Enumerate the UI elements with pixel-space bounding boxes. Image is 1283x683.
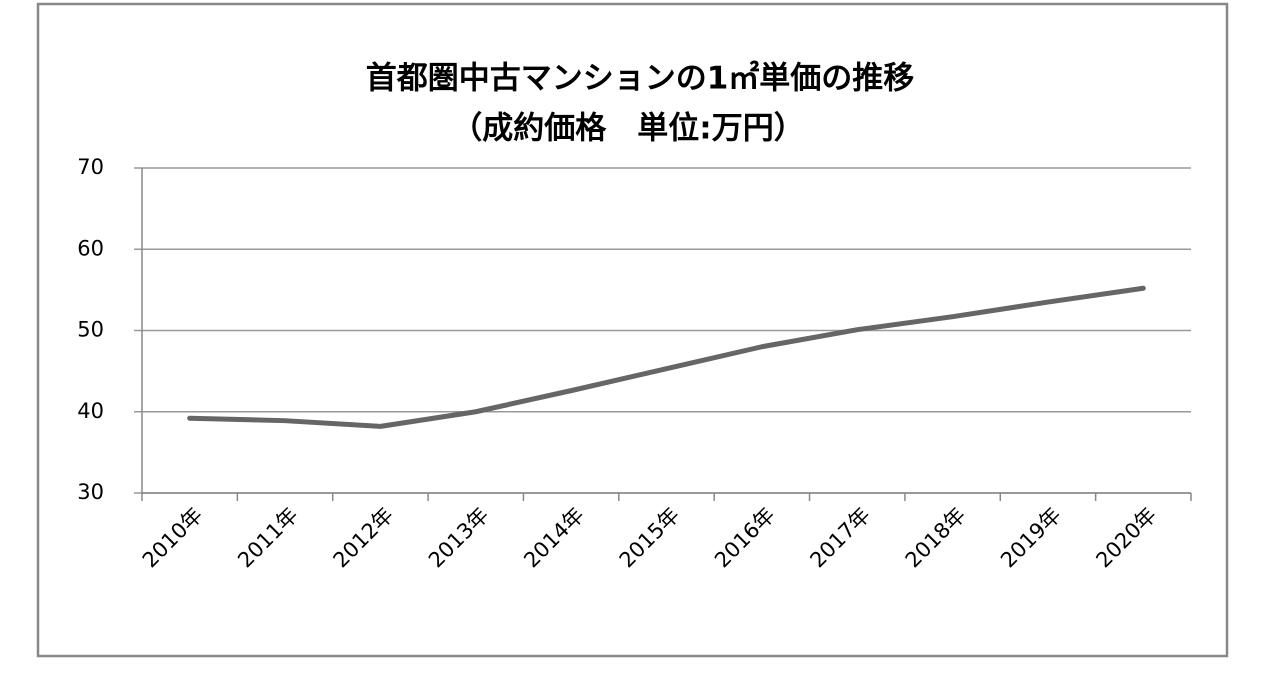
y-tick-label: 30 xyxy=(77,480,104,504)
y-tick-label: 60 xyxy=(77,236,104,260)
y-tick-label: 70 xyxy=(77,155,104,179)
y-tick-label: 50 xyxy=(77,318,104,342)
chart-subtitle: （成約価格 単位:万円） xyxy=(451,111,804,147)
y-tick-label: 40 xyxy=(77,399,104,423)
line-series xyxy=(187,285,1146,429)
chart-title: 首都圏中古マンションの1㎡単価の推移 xyxy=(366,61,915,97)
